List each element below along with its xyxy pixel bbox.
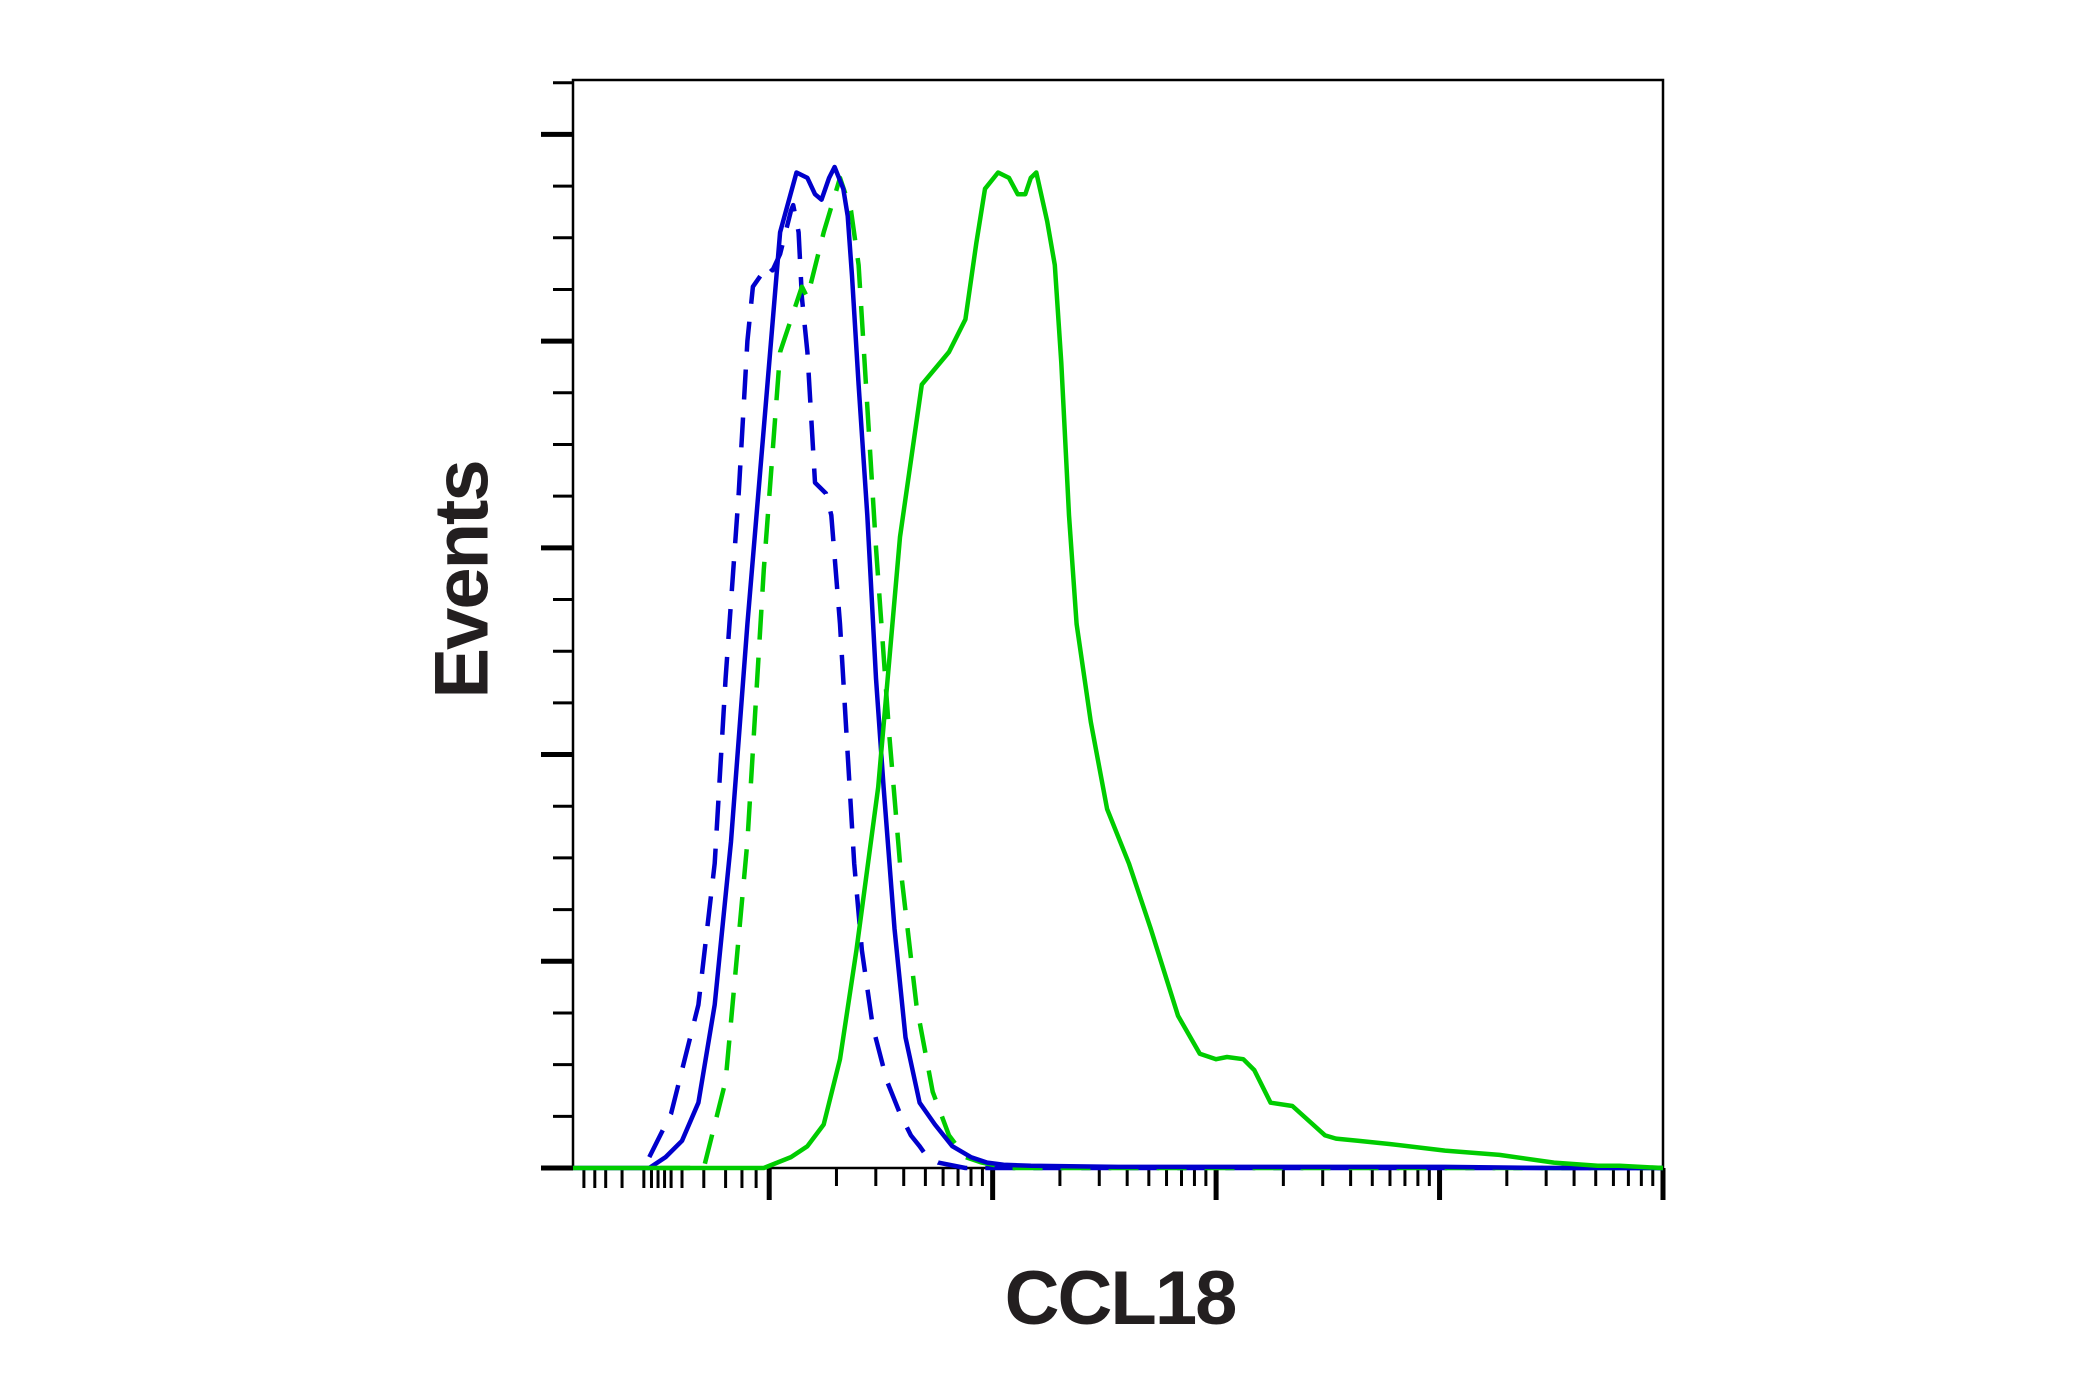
- y-axis-label: Events: [419, 461, 505, 699]
- series-line-4: [573, 170, 1664, 1171]
- x-axis-ticks: [582, 1168, 1666, 1200]
- series-line-1: [647, 202, 1663, 1171]
- plot-frame: [571, 78, 1665, 1170]
- y-axis-ticks: [541, 81, 573, 1171]
- series-line-3: [573, 164, 1663, 1171]
- series-line-2: [660, 175, 1663, 1171]
- series-layer: [573, 164, 1664, 1171]
- x-axis-label: CCL18: [1004, 1256, 1238, 1341]
